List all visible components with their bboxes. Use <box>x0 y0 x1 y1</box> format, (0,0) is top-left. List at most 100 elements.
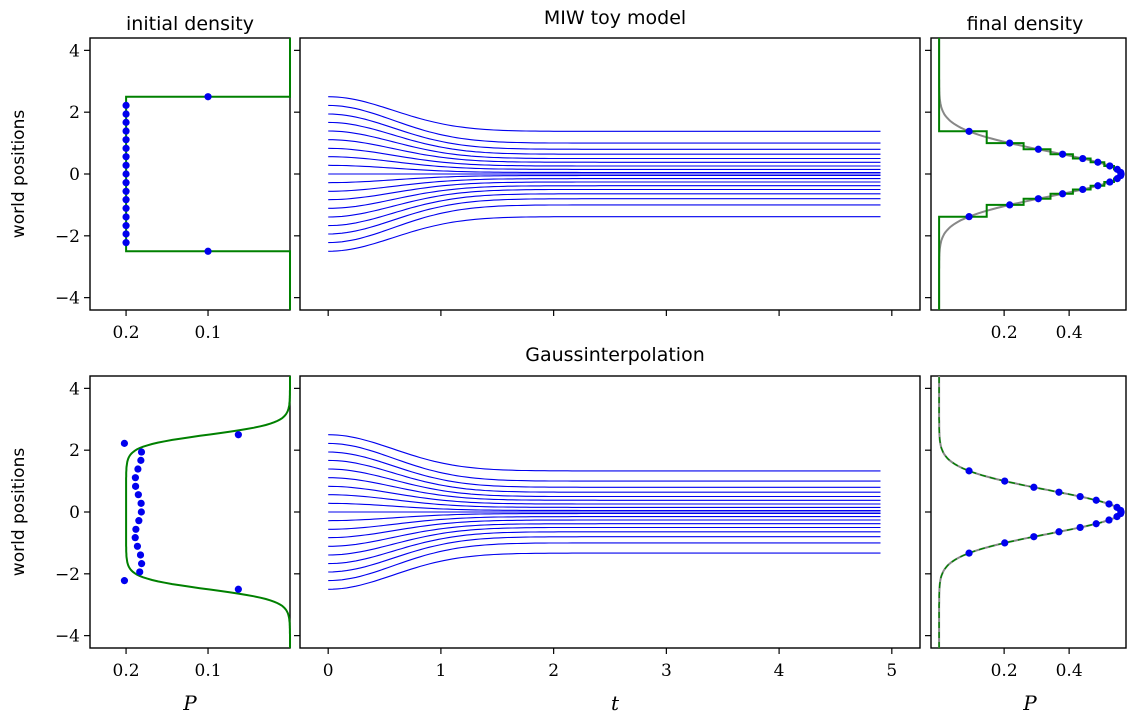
ylabel-bottom: world positions <box>9 448 29 577</box>
trajectory-line-bottom <box>328 512 881 522</box>
final-world-dot-top <box>1113 165 1121 173</box>
final-world-dot-top <box>1094 182 1102 190</box>
final-world-dot-bottom <box>1105 500 1113 508</box>
initial-world-dot-bottom <box>131 474 139 482</box>
final-world-dot-bottom <box>1105 516 1113 524</box>
initial-world-dot-top <box>122 196 130 204</box>
initial-world-dot-bottom <box>137 456 145 464</box>
final-world-dot-top <box>1079 185 1087 194</box>
initial-world-dot-bottom <box>138 560 146 568</box>
trajectory-line-top <box>328 188 881 218</box>
initial-world-dot-top <box>122 213 130 221</box>
analytic-density-curve-bottom <box>938 376 1123 648</box>
trajectory-line-bottom <box>328 542 881 582</box>
analytic-density-curve-top <box>938 38 1123 310</box>
final-world-dot-bottom <box>965 467 973 475</box>
final-world-dot-bottom <box>1092 496 1100 504</box>
title-bottom-row: Gaussinterpolation <box>525 344 704 366</box>
xlabel-left-p: P <box>182 691 197 715</box>
initial-world-dot-bottom <box>137 508 145 516</box>
final-world-dot-top <box>1034 195 1042 203</box>
initial-world-dot-bottom <box>234 585 242 593</box>
trajectory-line-top <box>328 156 881 170</box>
xtick-label-mid: 2 <box>548 661 559 681</box>
xtick-label-left-bottom: 0.2 <box>113 661 140 681</box>
final-density-steps-top <box>938 38 1122 310</box>
initial-world-dot-top <box>122 204 130 212</box>
trajectory-line-bottom <box>328 531 881 565</box>
initial-density-curve-bottom <box>125 376 291 648</box>
ytick-label-bottom: 2 <box>69 441 80 461</box>
final-world-dot-bottom <box>1092 520 1100 528</box>
initial-world-dot-bottom <box>134 465 142 473</box>
final-world-dot-bottom <box>1113 503 1121 511</box>
initial-world-dot-top <box>122 230 130 238</box>
initial-world-dot-bottom <box>136 568 144 576</box>
trajectory-line-bottom <box>328 536 881 573</box>
ytick-label-bottom: −2 <box>55 565 80 585</box>
final-world-dot-top <box>965 127 973 135</box>
trajectory-line-top <box>328 147 881 167</box>
final-world-dot-top <box>1006 201 1014 209</box>
ytick-label-bottom: 0 <box>69 503 80 523</box>
final-density-interp-bottom <box>938 376 1122 648</box>
xtick-label-left-top: 0.2 <box>113 323 140 343</box>
initial-world-dot-top <box>204 247 212 255</box>
axes-frame-right-top <box>930 37 1127 311</box>
initial-world-dot-top <box>122 153 130 161</box>
xtick-label-right-top: 0.2 <box>991 323 1018 343</box>
final-world-dot-bottom <box>1030 533 1038 541</box>
trajectory-line-bottom <box>328 459 881 493</box>
ytick-label-top: 4 <box>69 41 80 61</box>
trajectory-line-bottom <box>328 485 881 505</box>
final-world-dot-top <box>965 213 973 221</box>
initial-world-dot-top <box>122 101 130 109</box>
trajectory-line-top <box>328 96 881 132</box>
initial-world-dot-bottom <box>131 534 139 542</box>
initial-world-dot-bottom <box>120 577 129 585</box>
trajectory-line-top <box>328 139 881 163</box>
ylabel-top: world positions <box>9 110 29 239</box>
trajectory-line-top <box>328 178 881 192</box>
initial-world-dot-bottom <box>133 542 142 550</box>
trajectory-line-bottom <box>328 494 881 508</box>
initial-world-dot-top <box>122 179 130 187</box>
trajectory-line-top <box>328 185 881 209</box>
xtick-label-left-bottom: 0.1 <box>195 661 222 681</box>
xtick-label-mid: 1 <box>435 661 446 681</box>
trajectory-line-top <box>328 174 881 184</box>
final-world-dot-top <box>1006 139 1014 147</box>
initial-world-dot-top <box>122 127 130 135</box>
trajectory-line-top <box>328 216 881 252</box>
final-world-dot-top <box>1079 154 1087 163</box>
trajectory-line-top <box>328 193 881 227</box>
final-world-dot-bottom <box>1076 523 1084 532</box>
final-world-dot-bottom <box>1001 539 1009 547</box>
xtick-label-mid: 3 <box>661 661 672 681</box>
xtick-label-mid: 0 <box>323 661 334 681</box>
initial-world-dot-bottom <box>120 439 129 447</box>
initial-world-dot-top <box>122 239 130 247</box>
title-initial-density: initial density <box>126 13 254 35</box>
plot-layer: 4 2 0 −2 −4 0.2 0.1 0.2 0.4 4 2 0 −2 −4 0.2 0.1 0 1 2 3 4 5 0.… <box>55 37 1127 681</box>
trajectory-line-top <box>328 164 881 174</box>
trajectory-line-top <box>328 130 881 160</box>
ytick-label-bottom: 4 <box>69 379 80 399</box>
initial-world-dot-bottom <box>132 525 140 533</box>
final-world-dot-top <box>1106 178 1114 186</box>
trajectory-line-bottom <box>328 451 881 488</box>
initial-world-dot-bottom <box>234 431 242 439</box>
trajectory-line-top <box>328 204 881 244</box>
trajectory-line-top <box>328 104 881 144</box>
ytick-label-bottom: −4 <box>55 627 80 647</box>
trajectory-line-bottom <box>328 477 881 501</box>
initial-world-dot-bottom <box>137 448 146 456</box>
trajectory-line-bottom <box>328 434 881 472</box>
initial-world-dot-bottom <box>137 499 145 507</box>
trajectory-line-bottom <box>328 468 881 498</box>
trajectory-line-bottom <box>328 552 881 590</box>
final-world-dot-bottom <box>1055 488 1063 496</box>
xtick-label-mid: 4 <box>774 661 785 681</box>
initial-world-dot-top <box>204 93 212 101</box>
